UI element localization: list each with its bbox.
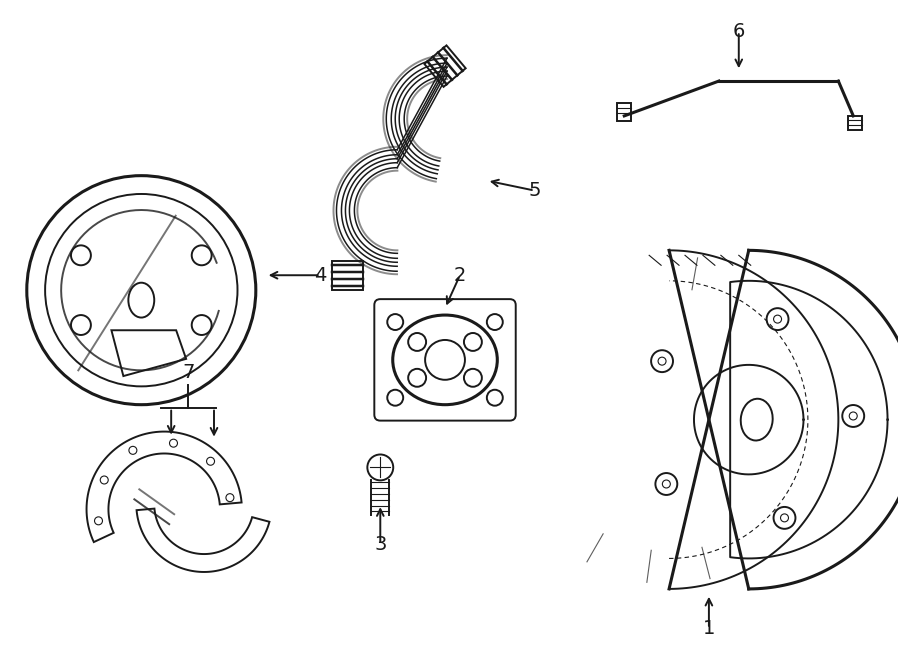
Bar <box>617 103 631 121</box>
Text: 4: 4 <box>314 266 327 285</box>
Bar <box>849 116 862 130</box>
Text: 3: 3 <box>374 535 386 554</box>
Text: 7: 7 <box>182 363 194 382</box>
Text: 5: 5 <box>528 181 541 200</box>
Text: 6: 6 <box>733 22 745 41</box>
Text: 2: 2 <box>454 266 466 285</box>
Text: 1: 1 <box>703 619 716 639</box>
